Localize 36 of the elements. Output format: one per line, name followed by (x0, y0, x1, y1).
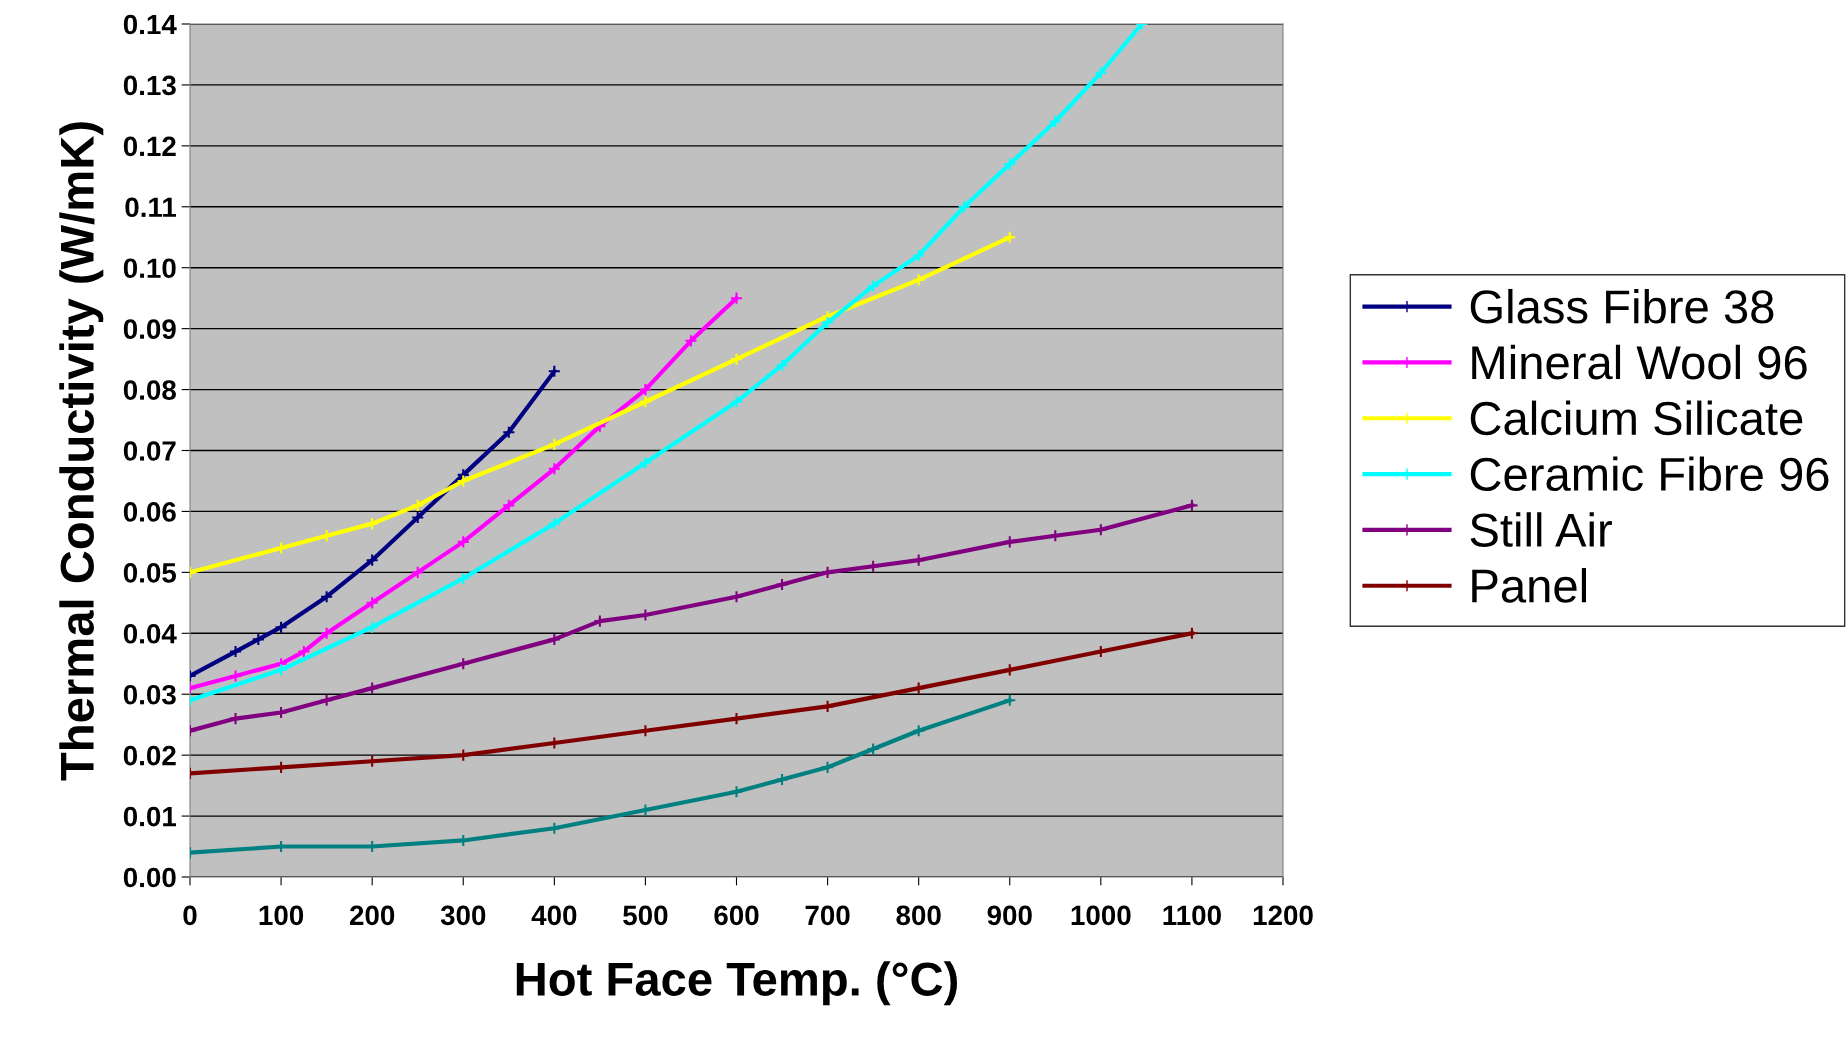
legend-label: Ceramic Fibre 96 (1470, 456, 1829, 492)
x-tick-label: 1100 (1163, 905, 1221, 926)
y-tick-label: 0.07 (123, 441, 176, 461)
x-tick-label: 1000 (1071, 905, 1131, 926)
y-tick-label: 0.14 (123, 14, 177, 35)
y-axis-title: Thermal Conductivity (W/mK) (59, 122, 104, 781)
legend-label: Mineral Wool 96 (1472, 344, 1807, 380)
y-tick-label: 0.10 (123, 258, 176, 279)
y-tick-label: 0.04 (123, 623, 177, 644)
y-tick-label: 0.05 (123, 563, 177, 583)
y-tick-label: 0.13 (123, 75, 176, 96)
x-tick-label: 0 (183, 905, 197, 926)
y-tick-label: 0.00 (123, 867, 176, 888)
y-tick-label: 0.02 (123, 745, 176, 766)
legend-label: Calcium Silicate (1470, 400, 1803, 436)
x-tick-label: 500 (623, 905, 668, 926)
x-tick-label: 900 (987, 905, 1032, 926)
x-tick-label: 600 (714, 905, 759, 926)
x-axis-title: Hot Face Temp. (°C) (516, 961, 958, 1006)
legend-label: Glass Fibre 38 (1470, 288, 1774, 324)
x-tick-label: 700 (805, 905, 850, 926)
y-tick-label: 0.03 (123, 684, 176, 705)
y-tick-label: 0.09 (123, 319, 176, 339)
x-tick-label: 300 (440, 905, 486, 926)
x-tick-label: 800 (896, 905, 941, 926)
y-tick-label: 0.12 (123, 136, 176, 157)
y-tick-label: 0.06 (123, 502, 176, 522)
y-tick-label: 0.11 (125, 197, 177, 218)
legend-label: Panel (1472, 568, 1587, 603)
x-tick-label: 1200 (1253, 905, 1313, 926)
x-tick-label: 400 (531, 905, 577, 926)
x-tick-label: 200 (349, 905, 395, 926)
y-tick-label: 0.01 (123, 806, 177, 827)
y-tick-label: 0.08 (123, 380, 176, 400)
x-tick-label: 100 (259, 905, 304, 926)
legend-label: Still Air (1470, 512, 1612, 547)
